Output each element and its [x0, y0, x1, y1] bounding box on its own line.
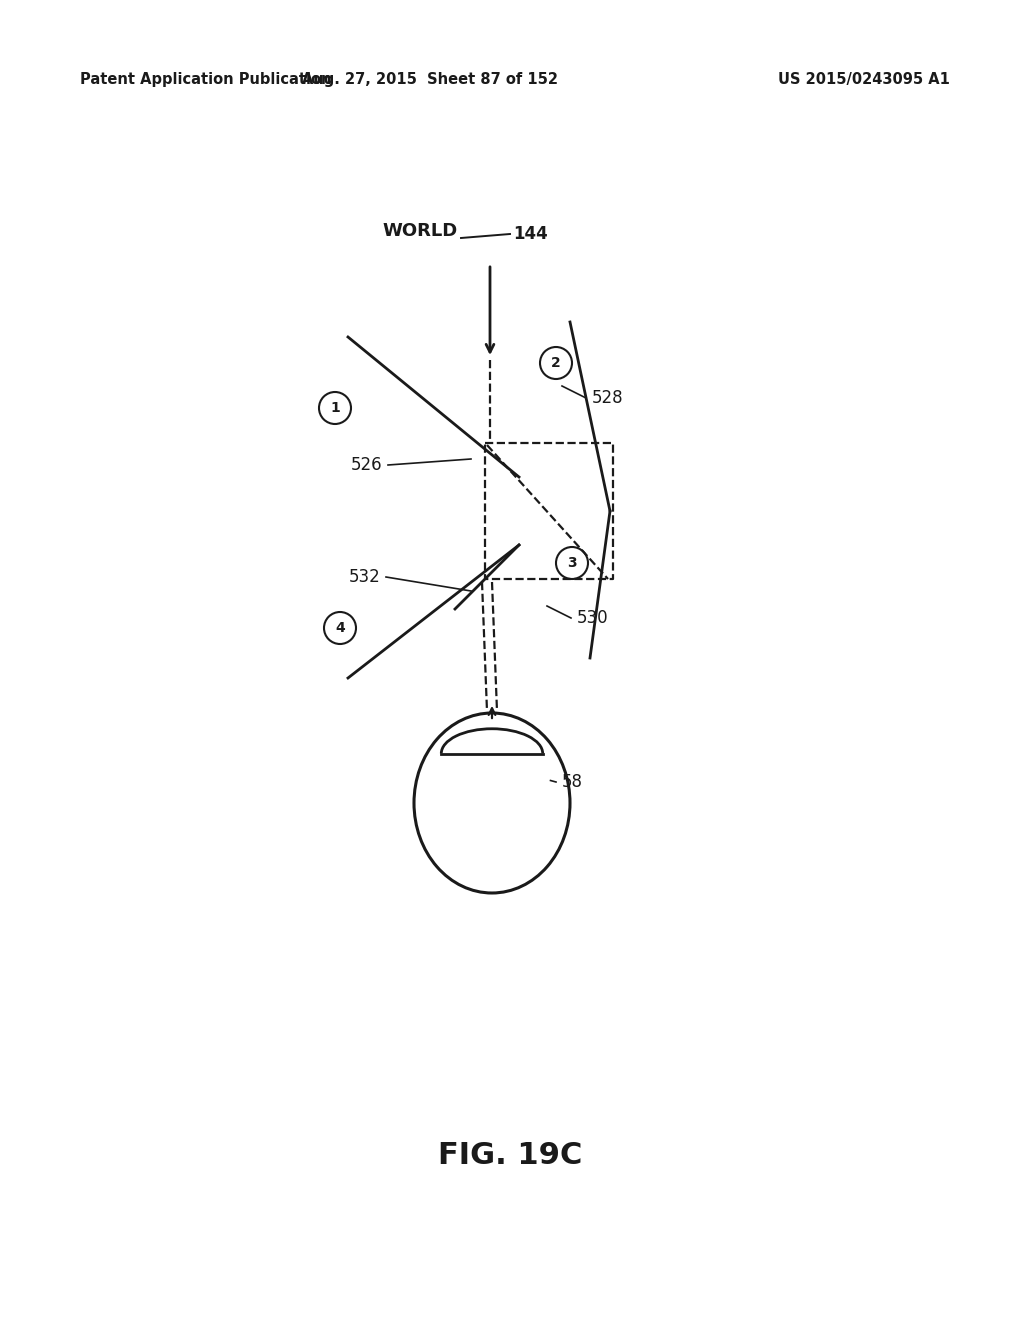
Text: WORLD: WORLD — [383, 222, 458, 240]
Text: 532: 532 — [348, 568, 380, 586]
Text: 530: 530 — [577, 609, 608, 627]
Text: FIG. 19C: FIG. 19C — [438, 1140, 583, 1170]
Text: Aug. 27, 2015  Sheet 87 of 152: Aug. 27, 2015 Sheet 87 of 152 — [302, 73, 558, 87]
Text: US 2015/0243095 A1: US 2015/0243095 A1 — [778, 73, 950, 87]
Text: 144: 144 — [513, 224, 548, 243]
Text: 526: 526 — [350, 455, 382, 474]
Text: 1: 1 — [330, 401, 340, 414]
Text: 528: 528 — [592, 389, 624, 407]
Text: Patent Application Publication: Patent Application Publication — [80, 73, 332, 87]
Text: 2: 2 — [551, 356, 561, 370]
Text: 3: 3 — [567, 556, 577, 570]
Text: 4: 4 — [335, 620, 345, 635]
Text: 58: 58 — [562, 774, 583, 791]
